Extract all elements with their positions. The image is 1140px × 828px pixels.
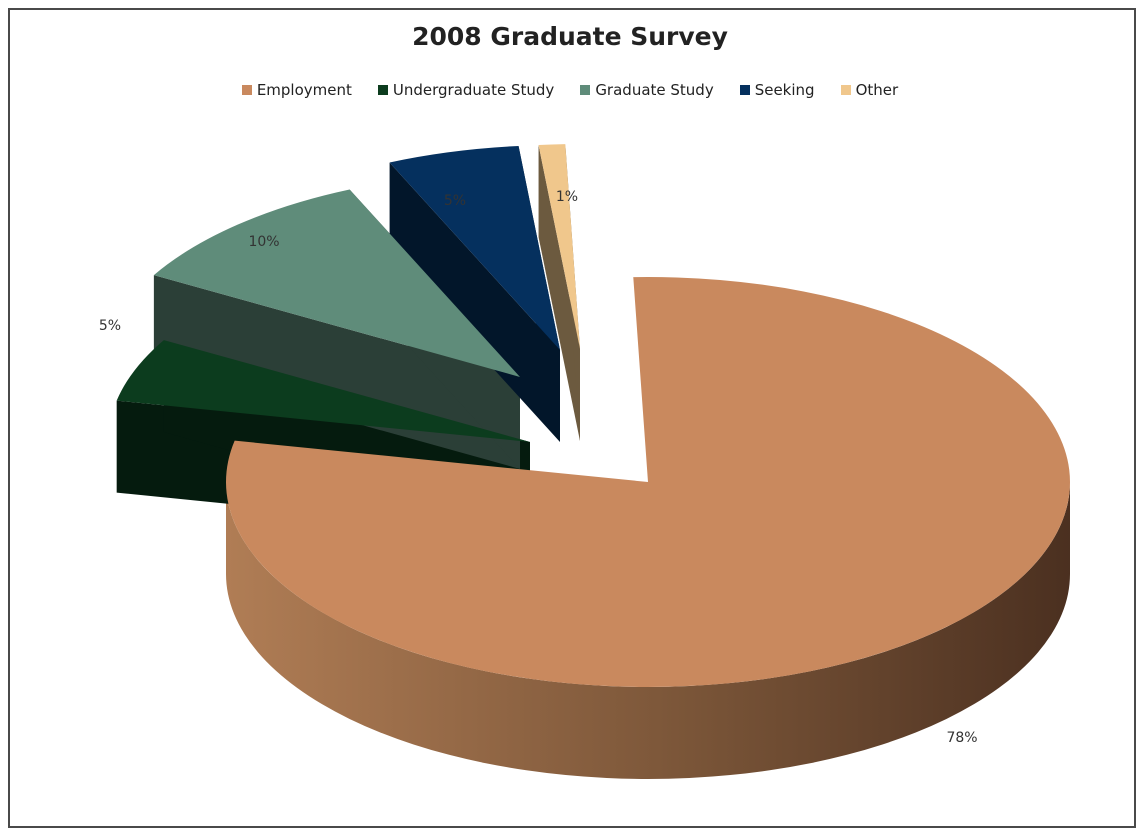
legend-swatch-other [840, 85, 851, 95]
legend-swatch-employment [241, 85, 252, 95]
legend-label-seeking: Seeking [754, 81, 815, 99]
data-label-seeking: 5% [444, 193, 466, 209]
legend-swatch-graduate-study [580, 85, 591, 95]
data-label-other: 1% [556, 189, 578, 205]
legend-item-undergraduate-study: Undergraduate Study [377, 81, 555, 99]
slice-seeking [389, 145, 560, 350]
legend-label-undergraduate-study: Undergraduate Study [392, 81, 555, 99]
slice-face-seeking-0 [389, 162, 560, 442]
slice-undergraduate-study [116, 340, 530, 442]
data-labels: 78% 5% 10% 5% 1% [99, 189, 978, 746]
legend-label-other: Other [855, 81, 899, 99]
legend: Employment Undergraduate Study Graduate … [0, 81, 1140, 99]
legend-label-graduate-study: Graduate Study [595, 81, 714, 99]
slice-other [538, 144, 580, 349]
slice-tops [116, 144, 1070, 687]
slice-face-other-0 [538, 144, 580, 441]
legend-item-graduate-study: Graduate Study [580, 81, 714, 99]
legend-item-other: Other [840, 81, 899, 99]
data-label-graduate-study: 10% [248, 234, 279, 250]
slice-employment [226, 277, 1070, 687]
data-label-employment: 78% [946, 730, 977, 746]
slice-graduate-study [153, 189, 520, 377]
legend-swatch-seeking [739, 85, 750, 95]
legend-label-employment: Employment [256, 81, 352, 99]
legend-swatch-undergraduate-study [377, 85, 388, 95]
legend-item-employment: Employment [241, 81, 352, 99]
slice-side-employment [226, 482, 1070, 779]
legend-item-seeking: Seeking [739, 81, 815, 99]
data-label-undergraduate-study: 5% [99, 318, 121, 334]
chart-title: 2008 Graduate Survey [412, 22, 728, 51]
